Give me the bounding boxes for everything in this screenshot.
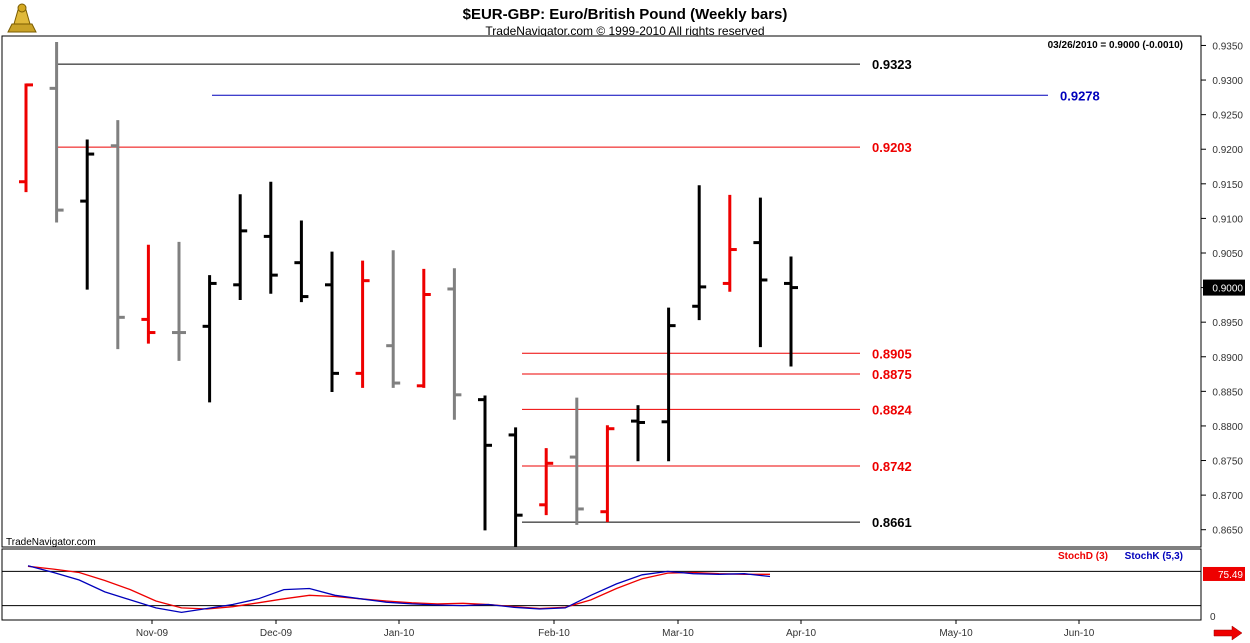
price-axis-label: 0.9300: [1212, 76, 1243, 87]
stochastic-reference-lines: [2, 570, 1201, 607]
chart-title: $EUR-GBP: Euro/British Pound (Weekly bar…: [463, 6, 788, 23]
time-axis-label: Jan-10: [384, 628, 415, 639]
ohlc-bar: [753, 197, 768, 348]
stochastic-series-line: [27, 565, 770, 610]
time-axis-label: Nov-09: [136, 628, 169, 639]
ohlc-bar: [294, 220, 309, 303]
stochastic-value-label: 75.49: [1218, 570, 1243, 581]
last-value-label: 03/26/2010 = 0.9000 (-0.0010): [1048, 40, 1183, 51]
chart-copyright: TradeNavigator.com © 1999-2010 All right…: [485, 24, 764, 38]
stochastic-legend-entry: StochD (3): [1058, 551, 1108, 562]
price-axis-label: 0.9350: [1212, 41, 1243, 52]
level-label: 0.8661: [872, 515, 912, 530]
price-axis-label: 0.9250: [1212, 111, 1243, 122]
ohlc-bar: [661, 307, 676, 462]
stochastic-lines: [27, 565, 771, 614]
time-axis-label: Mar-10: [662, 628, 694, 639]
ohlc-bar: [508, 427, 523, 547]
current-price-box: [1203, 279, 1245, 296]
price-bars: [19, 42, 798, 547]
watermark-label: TradeNavigator.com: [6, 537, 96, 548]
ohlc-bar: [784, 256, 798, 367]
stochastic-legend-entry: StochK (5,3): [1125, 551, 1183, 562]
ohlc-bar: [202, 275, 217, 403]
ohlc-bar: [539, 448, 554, 516]
level-label: 0.8905: [872, 346, 912, 361]
current-price-tag: 0.9000: [1203, 279, 1245, 296]
ohlc-bar: [233, 194, 248, 301]
price-axis-label: 0.8800: [1212, 422, 1243, 433]
price-axis-label: 0.8900: [1212, 353, 1243, 364]
stochastic-axis-label: 0: [1210, 612, 1216, 623]
ohlc-bar: [569, 397, 584, 525]
ohlc-bar: [325, 251, 339, 393]
ohlc-bar: [631, 405, 645, 462]
price-axis-label: 0.9050: [1212, 249, 1243, 260]
ohlc-bar: [722, 194, 737, 292]
ohlc-bar: [110, 120, 125, 350]
price-axis-label: 0.8750: [1212, 457, 1243, 468]
level-label: 0.9278: [1060, 88, 1100, 103]
logo-icon: [2, 2, 42, 40]
ohlc-bar: [141, 244, 156, 344]
level-label: 0.9323: [872, 57, 912, 72]
price-axis-label: 0.8700: [1212, 491, 1243, 502]
ohlc-bar: [172, 241, 186, 361]
price-axis-label: 0.9150: [1212, 180, 1243, 191]
time-axis-label: Apr-10: [786, 628, 816, 639]
stochastic-series-line: [27, 565, 771, 614]
stochastic-legend: StochD (3) StochK (5,3): [1058, 551, 1183, 562]
stochastic-axis: 075.49: [1203, 566, 1245, 623]
level-label: 0.8875: [872, 367, 912, 382]
stochastic-panel: [1, 548, 1202, 621]
ohlc-bar: [447, 268, 462, 420]
ohlc-bar: [386, 250, 401, 388]
ohlc-bar: [80, 139, 95, 290]
ohlc-bar: [49, 42, 64, 223]
ohlc-bar: [692, 185, 707, 321]
level-label: 0.9203: [872, 140, 912, 155]
price-axis-label: 0.8650: [1212, 526, 1243, 537]
current-price-label: 0.9000: [1212, 284, 1243, 295]
level-label: 0.8742: [872, 459, 912, 474]
time-axis: Nov-09 Dec-09 Jan-10 Feb-10 Mar-10 Apr-10 May-…: [136, 620, 1095, 639]
price-axis-label: 0.8850: [1212, 387, 1243, 398]
ohlc-bar: [478, 395, 492, 531]
ohlc-bar: [416, 268, 431, 388]
time-axis-label: Feb-10: [538, 628, 570, 639]
ohlc-bar: [263, 181, 278, 294]
price-levels: 0.9323 0.9278 0.9203 0.8905 0.8875 0.8824 0.87…: [58, 57, 1100, 530]
time-axis-label: Dec-09: [260, 628, 293, 639]
stochastic-value-box: [1203, 566, 1245, 581]
price-axis-label: 0.8950: [1212, 318, 1243, 329]
scroll-right-arrow-icon[interactable]: [1213, 625, 1243, 641]
time-axis-label: Jun-10: [1064, 628, 1095, 639]
level-label: 0.8824: [872, 402, 913, 417]
ohlc-bar: [600, 425, 615, 523]
price-axis-label: 0.9100: [1212, 214, 1243, 225]
ohlc-bar: [19, 83, 33, 193]
price-panel: [1, 35, 1202, 548]
price-axis-label: 0.9200: [1212, 145, 1243, 156]
time-axis-label: May-10: [939, 628, 973, 639]
ohlc-bar: [355, 260, 370, 388]
